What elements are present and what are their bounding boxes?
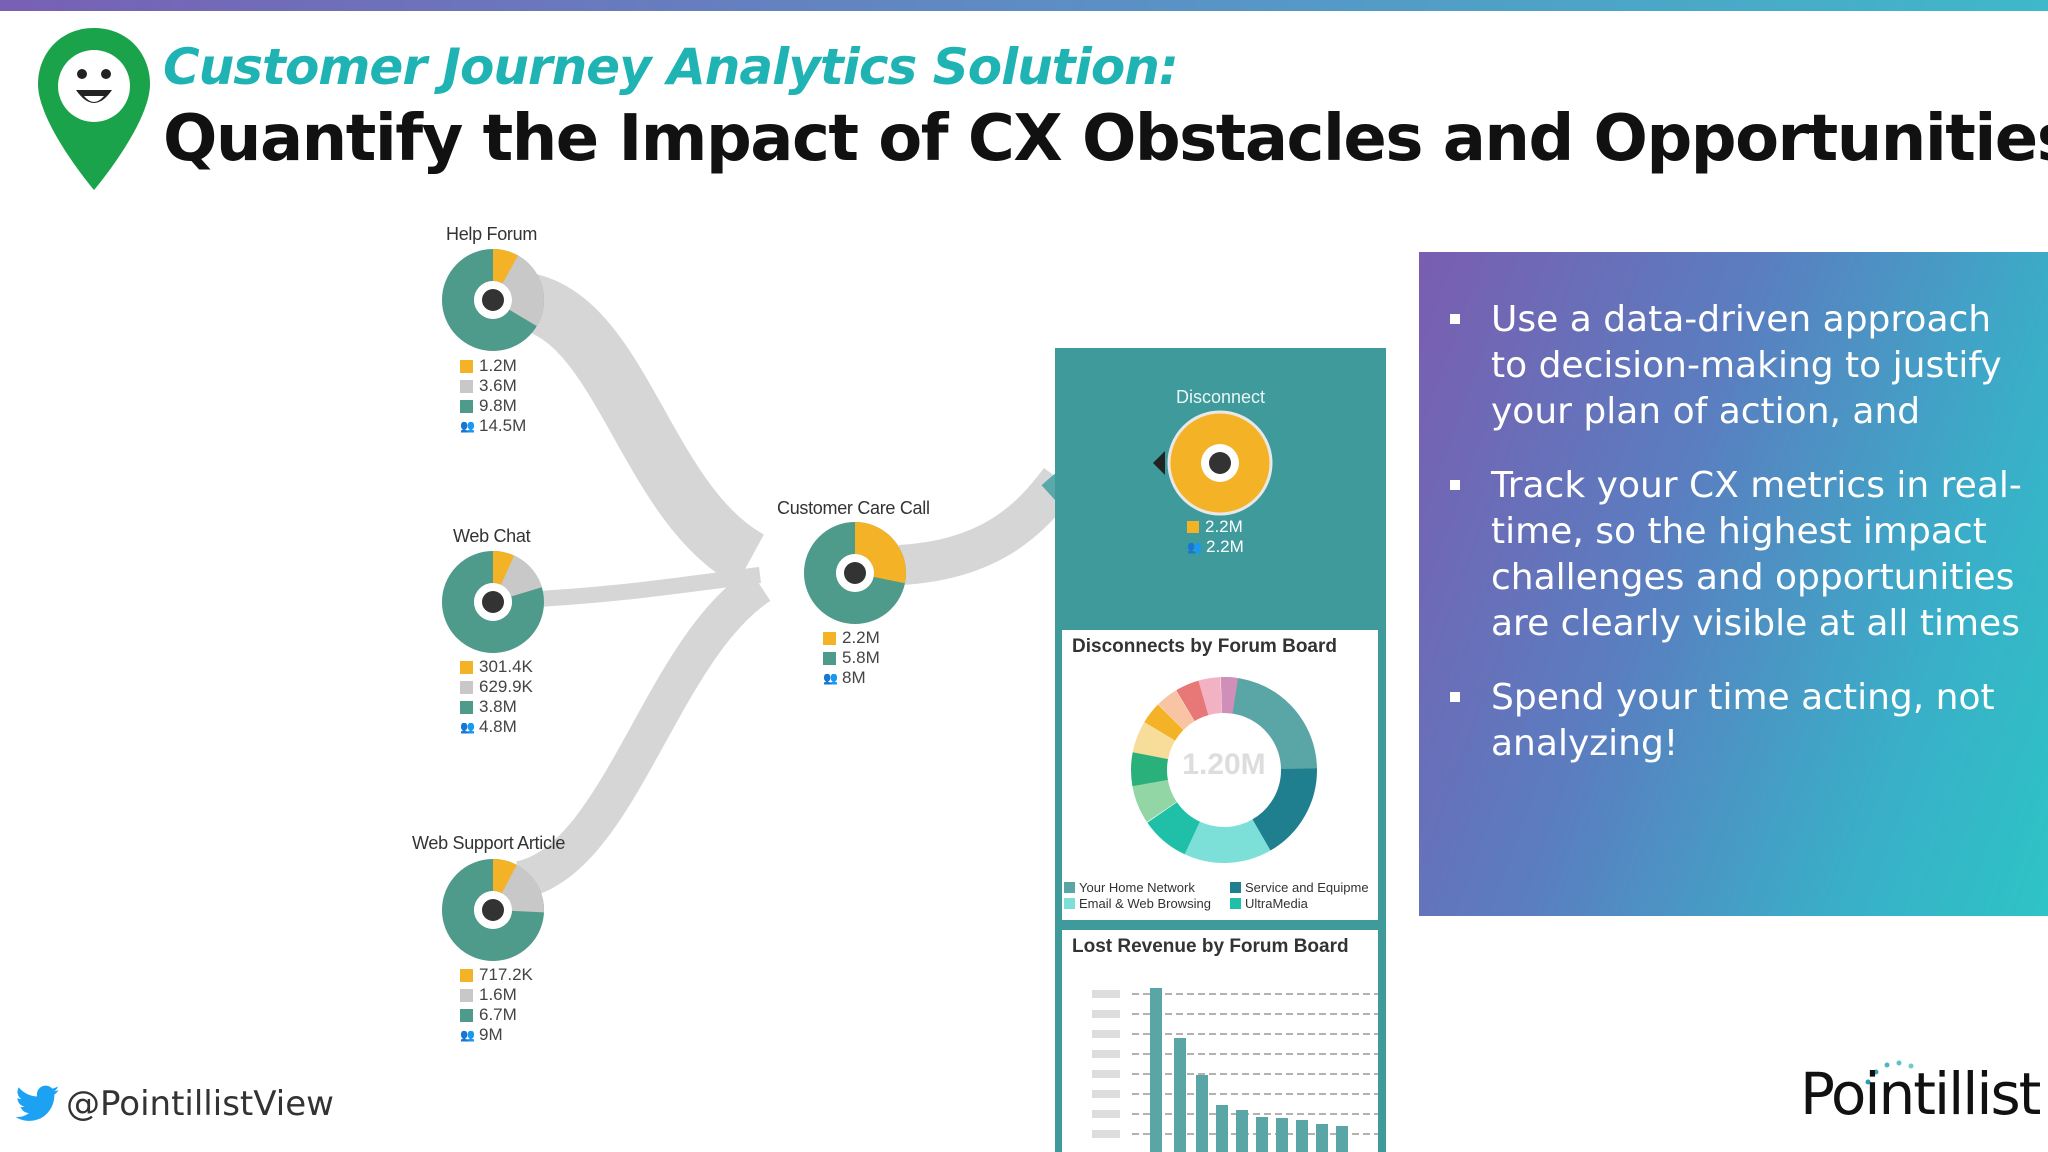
customer-care-donut xyxy=(804,522,906,624)
slide-subtitle: Customer Journey Analytics Solution: xyxy=(163,38,1179,96)
web-support-label: Web Support Article xyxy=(412,833,566,853)
pointillist-logo: Pointillist xyxy=(1800,1060,2041,1128)
pointillist-dots-icon xyxy=(1865,1060,1914,1085)
lost-revenue-bar-chart xyxy=(1092,988,1378,1152)
help-forum-value-2: 3.6M xyxy=(479,376,517,395)
help-forum-value-3: 9.8M xyxy=(479,396,517,415)
disconnect-value: 2.2M xyxy=(1205,517,1243,536)
people-icon: 👥 xyxy=(823,671,838,685)
help-forum-legend: 1.2M 3.6M 9.8M 👥 14.5M xyxy=(460,356,526,436)
donut-center-value: 1.20M xyxy=(1182,748,1266,781)
slide-title: Quantify the Impact of CX Obstacles and … xyxy=(163,102,2048,176)
flow-web-support xyxy=(514,569,771,899)
web-chat-people: 4.8M xyxy=(479,717,517,736)
twitter-handle-row: @PointillistView xyxy=(16,1084,334,1124)
web-chat-donut xyxy=(442,551,544,653)
bullet-point: Spend your time acting, not analyzing! xyxy=(1450,675,2031,767)
disconnects-card: Disconnects by Forum Board 1.20M Your Ho… xyxy=(1062,630,1378,920)
web-support-donut xyxy=(442,859,544,961)
people-icon: 👥 xyxy=(460,419,475,433)
web-support-value-2: 1.6M xyxy=(479,985,517,1004)
web-support-value-1: 717.2K xyxy=(479,965,533,984)
key-points-panel: Use a data-driven approach to decision-m… xyxy=(1419,252,2048,916)
disconnect-people: 2.2M xyxy=(1206,537,1244,556)
legend-item: UltraMedia xyxy=(1230,896,1308,911)
forum-board-donut xyxy=(1131,677,1317,863)
legend-item: Your Home Network xyxy=(1064,880,1195,895)
disconnect-label: Disconnect xyxy=(1175,387,1266,407)
web-support-legend: 717.2K 1.6M 6.7M 👥 9M xyxy=(460,965,533,1045)
help-forum-people: 14.5M xyxy=(479,416,527,435)
legend-label: Email & Web Browsing xyxy=(1079,896,1211,911)
disconnects-card-title: Disconnects by Forum Board xyxy=(1072,636,1337,657)
bullet-point: Use a data-driven approach to decision-m… xyxy=(1450,297,2031,435)
legend-item: Service and Equipme xyxy=(1230,880,1369,895)
top-accent-bar xyxy=(0,0,2048,11)
customer-care-label: Customer Care Call xyxy=(777,498,930,518)
web-support-value-3: 6.7M xyxy=(479,1005,517,1024)
twitter-handle-text: @PointillistView xyxy=(66,1084,334,1124)
web-chat-value-2: 629.9K xyxy=(479,677,533,696)
disconnect-donut xyxy=(1153,410,1273,516)
twitter-bird-icon xyxy=(16,1085,60,1121)
legend-item: Email & Web Browsing xyxy=(1064,896,1211,911)
web-chat-value-3: 3.8M xyxy=(479,697,517,716)
flow-web-chat xyxy=(519,567,761,608)
web-chat-legend: 301.4K 629.9K 3.8M 👥 4.8M xyxy=(460,657,533,737)
customer-care-value-1: 2.2M xyxy=(842,628,880,647)
disconnect-legend: 2.2M 👥 2.2M xyxy=(1187,517,1244,557)
help-forum-donut xyxy=(442,249,544,351)
help-forum-value-1: 1.2M xyxy=(479,356,517,375)
customer-care-people: 8M xyxy=(842,668,866,687)
help-forum-label: Help Forum xyxy=(446,224,538,244)
people-icon: 👥 xyxy=(460,720,475,734)
web-chat-value-1: 301.4K xyxy=(479,657,533,676)
web-support-people: 9M xyxy=(479,1025,503,1044)
legend-label: Service and Equipme xyxy=(1245,880,1369,895)
flow-care-to-disconnect xyxy=(898,467,1076,585)
customer-care-value-3: 5.8M xyxy=(842,648,880,667)
web-chat-label: Web Chat xyxy=(453,526,531,546)
people-icon: 👥 xyxy=(460,1028,475,1042)
legend-label: Your Home Network xyxy=(1079,880,1195,895)
customer-care-legend: 2.2M 5.8M 👥 8M xyxy=(823,628,880,688)
flow-help-forum xyxy=(507,271,766,586)
legend-label: UltraMedia xyxy=(1245,896,1308,911)
lost-revenue-card: Lost Revenue by Forum Board xyxy=(1062,930,1378,1152)
smiley-location-pin-icon xyxy=(38,28,150,190)
bullet-point: Track your CX metrics in real-time, so t… xyxy=(1450,463,2031,647)
lost-revenue-card-title: Lost Revenue by Forum Board xyxy=(1072,936,1349,957)
people-icon: 👥 xyxy=(1187,540,1202,554)
